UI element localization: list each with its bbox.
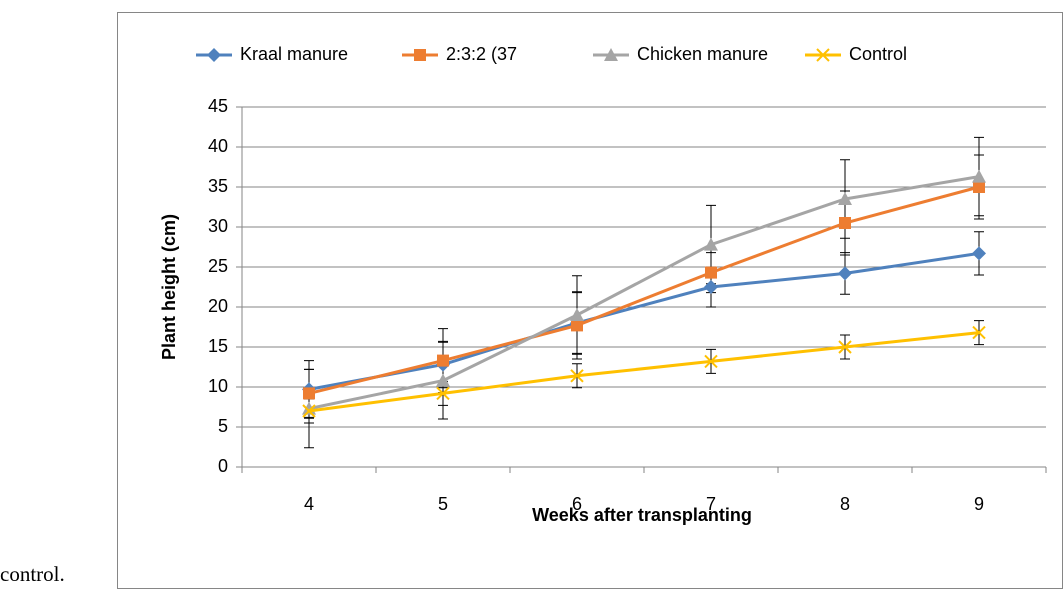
marker [838,192,852,205]
chart-frame [117,12,1063,589]
marker [437,354,449,367]
marker [570,308,584,321]
y-tick-label: 5 [218,416,228,436]
marker [972,246,986,261]
legend-label: Chicken manure [637,44,768,64]
marker [705,266,717,279]
marker [838,266,852,281]
marker [839,217,851,229]
marker [436,386,450,401]
y-tick-label: 45 [208,96,228,116]
body-text: control. [0,562,65,586]
marker [704,280,718,294]
y-tick-label: 20 [208,296,228,316]
y-axis-label: Plant height (cm) [159,214,179,360]
marker [570,369,584,383]
y-tick-label: 40 [208,136,228,156]
marker [704,354,718,369]
series-line [308,175,980,411]
legend-label: Kraal manure [240,44,348,64]
marker [816,48,830,62]
x-tick-label: 9 [974,494,984,514]
marker [571,319,583,332]
series-line [308,185,980,395]
x-tick-label: 7 [706,494,716,514]
marker [973,181,985,193]
marker [436,373,450,387]
marker [972,325,986,340]
marker [207,48,221,62]
marker [604,48,618,61]
marker [972,169,986,183]
y-tick-label: 25 [208,256,228,276]
x-tick-label: 8 [840,494,850,514]
y-tick-label: 0 [218,456,228,476]
y-tick-label: 35 [208,176,228,196]
x-tick-label: 4 [304,494,314,514]
marker [302,404,316,418]
legend-label: Control [849,44,907,64]
marker [704,237,718,251]
x-tick-label: 6 [572,494,582,514]
series-line [308,251,980,391]
marker [414,49,426,61]
series-line [308,331,980,413]
marker [303,387,315,400]
x-tick-label: 5 [438,494,448,514]
legend-label: 2:3:2 (37 [446,44,517,64]
x-axis-label: Weeks after transplanting [532,505,752,525]
y-tick-label: 15 [208,336,228,356]
y-tick-label: 30 [208,216,228,236]
y-tick-label: 10 [208,376,228,396]
marker [838,340,852,354]
